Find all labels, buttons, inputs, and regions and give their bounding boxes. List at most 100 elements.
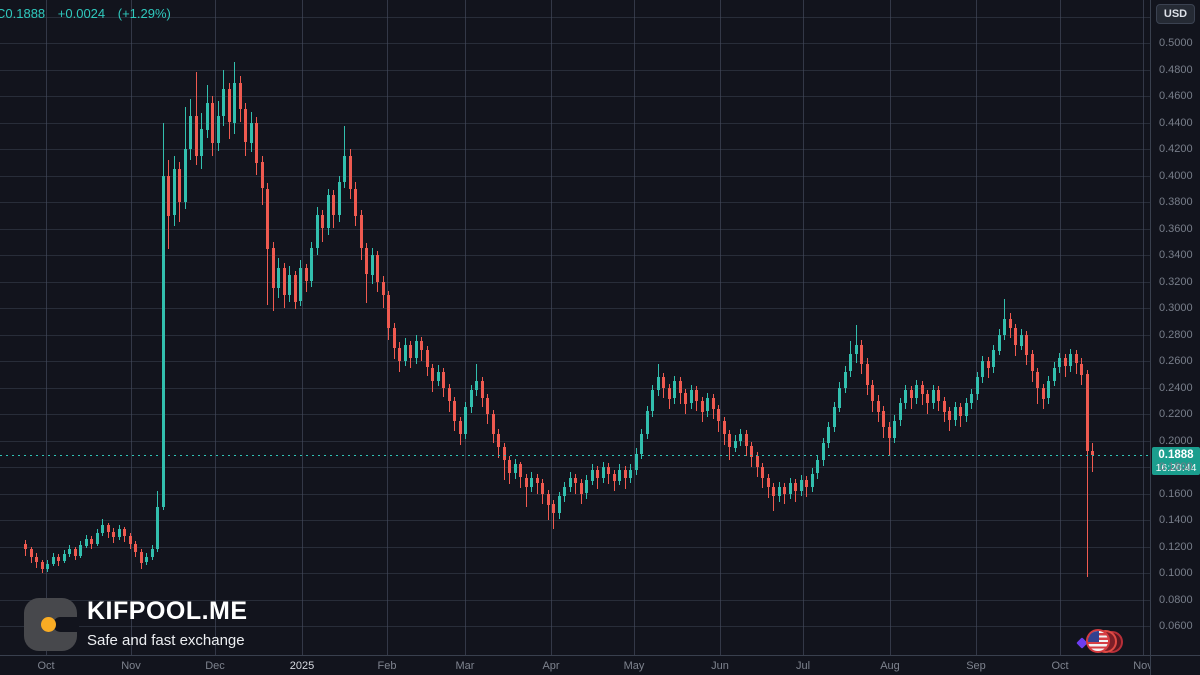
candle-body	[530, 478, 533, 487]
candle-body	[343, 156, 346, 182]
candle-body	[79, 545, 82, 556]
kifpool-watermark: KIFPOOL.ME Safe and fast exchange	[24, 597, 248, 651]
candle-body	[52, 557, 55, 564]
candle-body	[393, 328, 396, 348]
currency-usd-button[interactable]: USD	[1156, 4, 1195, 24]
ticker-change: +0.0024	[57, 6, 106, 21]
candle-body	[277, 268, 280, 288]
gridline-h	[0, 202, 1150, 203]
candle-body	[1058, 358, 1061, 367]
gridline-h	[0, 626, 1150, 627]
candle-body	[1020, 335, 1023, 346]
price-tick-label: 0.1800	[1159, 461, 1193, 473]
candlestick-chart[interactable]: KIFPOOL.ME Safe and fast exchange C0.188…	[0, 0, 1150, 655]
gridline-h	[0, 573, 1150, 574]
candle-body	[200, 129, 203, 156]
candle-body	[327, 195, 330, 228]
candle-body	[288, 275, 291, 295]
time-axis[interactable]: Oct Nov Dec 2025 Feb Mar Apr May Jun Jul Aug Sep Oct…	[0, 655, 1150, 675]
candle-wick	[504, 443, 505, 480]
candle-body	[266, 189, 269, 249]
price-tick-label: 0.3400	[1159, 249, 1193, 261]
candle-body	[695, 390, 698, 401]
price-tick-label: 0.2600	[1159, 355, 1193, 367]
gridline-h	[0, 282, 1150, 283]
gridline-h	[0, 123, 1150, 124]
candle-body	[134, 544, 137, 552]
gridline-h	[0, 229, 1150, 230]
time-tick-label: Nov	[121, 660, 141, 672]
candle-body	[1080, 364, 1083, 375]
gridline-h	[0, 361, 1150, 362]
gridline-h	[0, 43, 1150, 44]
candle-body	[607, 467, 610, 474]
candle-body	[492, 414, 495, 434]
candle-wick	[526, 474, 527, 507]
gridline-v	[215, 0, 216, 655]
candle-body	[24, 544, 27, 549]
candle-body	[156, 507, 159, 549]
candle-body	[877, 401, 880, 412]
candle-body	[448, 388, 451, 401]
badge-price: 0.1888	[1158, 449, 1194, 461]
candle-body	[673, 381, 676, 398]
candle-body	[684, 393, 687, 404]
time-tick-label: Dec	[205, 660, 225, 672]
candle-body	[992, 350, 995, 367]
candle-body	[987, 361, 990, 368]
candle-body	[745, 434, 748, 446]
price-tick-label: 0.2200	[1159, 408, 1193, 420]
candle-body	[1091, 451, 1094, 455]
ticker-change-percent: (+1.29%)	[117, 6, 171, 21]
candle-body	[470, 390, 473, 407]
candle-body	[151, 549, 154, 557]
price-axis[interactable]: USD 0.1888 16:20:44 0.5000 0.4800 0.4600 0.…	[1150, 0, 1200, 655]
gridline-h	[0, 255, 1150, 256]
candle-body	[431, 368, 434, 381]
candle-body	[261, 162, 264, 188]
candle-body	[360, 215, 363, 248]
candle-body	[68, 549, 71, 554]
current-price-badge: 0.1888 16:20:44	[1152, 447, 1200, 475]
candle-body	[585, 480, 588, 493]
candle-body	[893, 421, 896, 438]
candle-body	[239, 83, 242, 109]
candle-body	[217, 116, 220, 143]
gridline-h	[0, 441, 1150, 442]
ticker-readout: C0.1888 +0.0024 (+1.29%)	[0, 6, 180, 21]
gridline-v	[1060, 0, 1061, 655]
candle-body	[976, 377, 979, 394]
candle-body	[453, 401, 456, 421]
candle-body	[855, 345, 858, 354]
candle-body	[558, 496, 561, 513]
candle-body	[1053, 368, 1056, 381]
kifpool-logo-icon	[24, 598, 79, 651]
candle-body	[365, 248, 368, 274]
candle-body	[195, 116, 198, 156]
candle-body	[651, 390, 654, 411]
candle-body	[794, 483, 797, 491]
gridline-h	[0, 388, 1150, 389]
candle-body	[118, 529, 121, 537]
price-tick-label: 0.5000	[1159, 37, 1193, 49]
candle-wick	[773, 483, 774, 511]
gridline-v	[1143, 0, 1144, 655]
gridline-v	[302, 0, 303, 655]
candle-body	[926, 394, 929, 403]
candle-body	[1069, 354, 1072, 366]
candle-body	[299, 268, 302, 301]
gridline-h	[0, 149, 1150, 150]
candle-body	[1003, 319, 1006, 335]
candle-body	[904, 390, 907, 403]
candle-body	[35, 557, 38, 562]
candle-body	[173, 169, 176, 215]
candle-body	[508, 460, 511, 473]
candle-body	[827, 427, 830, 443]
time-tick-label: Sep	[966, 660, 986, 672]
candle-body	[937, 390, 940, 401]
candle-body	[525, 478, 528, 487]
candle-wick	[1092, 443, 1093, 472]
price-tick-label: 0.2000	[1159, 435, 1193, 447]
gridline-h	[0, 547, 1150, 548]
candle-body	[123, 529, 126, 536]
